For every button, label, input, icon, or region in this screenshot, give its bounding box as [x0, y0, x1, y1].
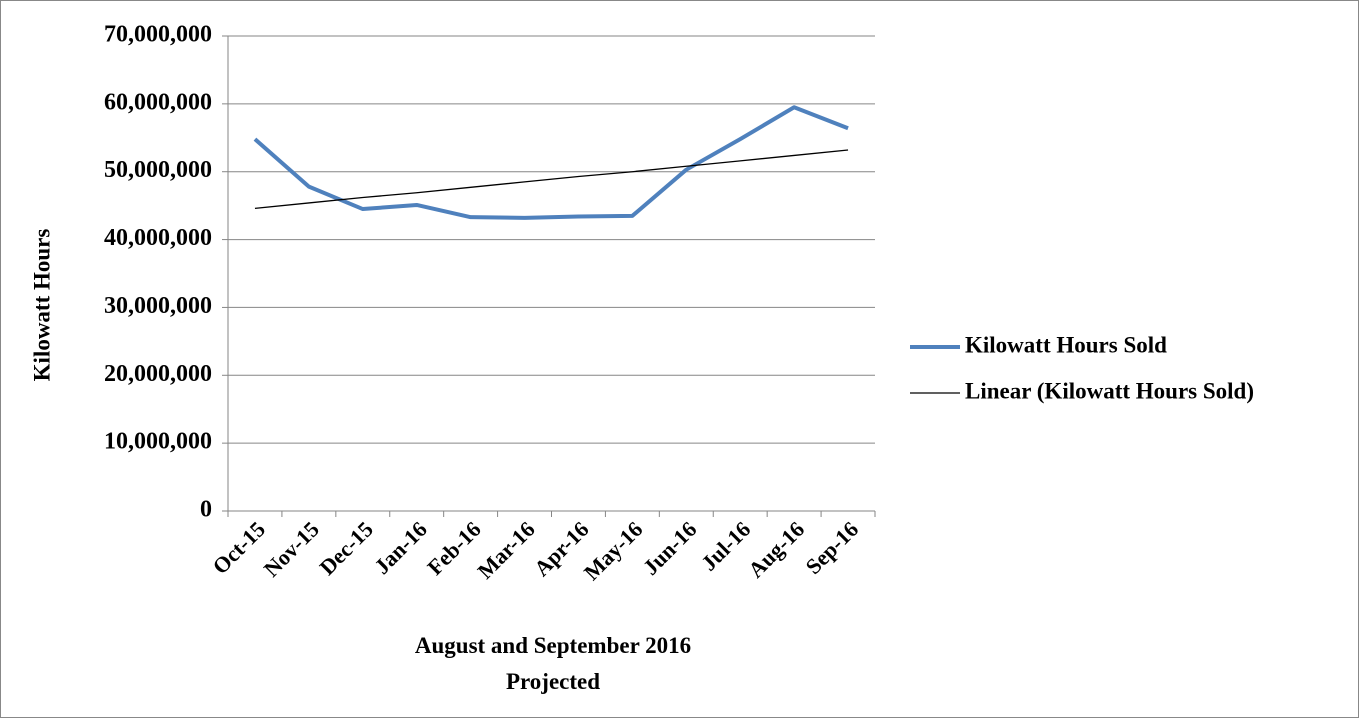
legend-label: Linear (Kilowatt Hours Sold) [965, 378, 1254, 403]
y-tick-label: 20,000,000 [104, 361, 212, 387]
y-tick-label: 70,000,000 [104, 22, 212, 48]
legend-label: Kilowatt Hours Sold [965, 332, 1167, 357]
y-axis-title: Kilowatt Hours [29, 229, 54, 382]
y-tick-label: 0 [200, 497, 212, 523]
y-tick-label: 60,000,000 [104, 89, 212, 115]
x-axis-title: August and September 2016 [415, 633, 691, 658]
x-axis-title: Projected [506, 669, 600, 694]
y-tick-label: 30,000,000 [104, 293, 212, 319]
y-tick-label: 50,000,000 [104, 157, 212, 183]
y-tick-label: 10,000,000 [104, 429, 212, 455]
data-line [253, 105, 849, 220]
data-line [254, 149, 849, 210]
y-tick-label: 40,000,000 [104, 225, 212, 251]
